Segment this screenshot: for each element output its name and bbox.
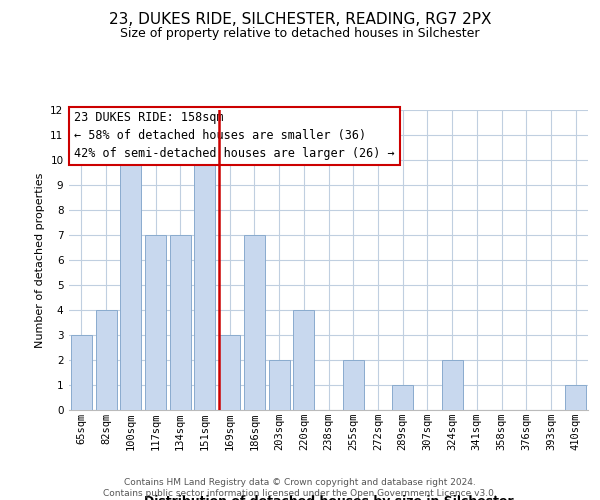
Y-axis label: Number of detached properties: Number of detached properties bbox=[35, 172, 44, 348]
Text: 23, DUKES RIDE, SILCHESTER, READING, RG7 2PX: 23, DUKES RIDE, SILCHESTER, READING, RG7… bbox=[109, 12, 491, 28]
Bar bbox=[269, 360, 290, 410]
Bar bbox=[565, 385, 586, 410]
Bar bbox=[442, 360, 463, 410]
Bar bbox=[343, 360, 364, 410]
Bar bbox=[293, 310, 314, 410]
X-axis label: Distribution of detached houses by size in Silchester: Distribution of detached houses by size … bbox=[143, 494, 514, 500]
Bar bbox=[120, 160, 141, 410]
Bar bbox=[194, 160, 215, 410]
Bar bbox=[392, 385, 413, 410]
Text: Contains HM Land Registry data © Crown copyright and database right 2024.
Contai: Contains HM Land Registry data © Crown c… bbox=[103, 478, 497, 498]
Bar bbox=[71, 335, 92, 410]
Bar bbox=[145, 235, 166, 410]
Text: Size of property relative to detached houses in Silchester: Size of property relative to detached ho… bbox=[120, 28, 480, 40]
Text: 23 DUKES RIDE: 158sqm
← 58% of detached houses are smaller (36)
42% of semi-deta: 23 DUKES RIDE: 158sqm ← 58% of detached … bbox=[74, 112, 395, 160]
Bar bbox=[244, 235, 265, 410]
Bar bbox=[170, 235, 191, 410]
Bar bbox=[95, 310, 116, 410]
Bar bbox=[219, 335, 240, 410]
